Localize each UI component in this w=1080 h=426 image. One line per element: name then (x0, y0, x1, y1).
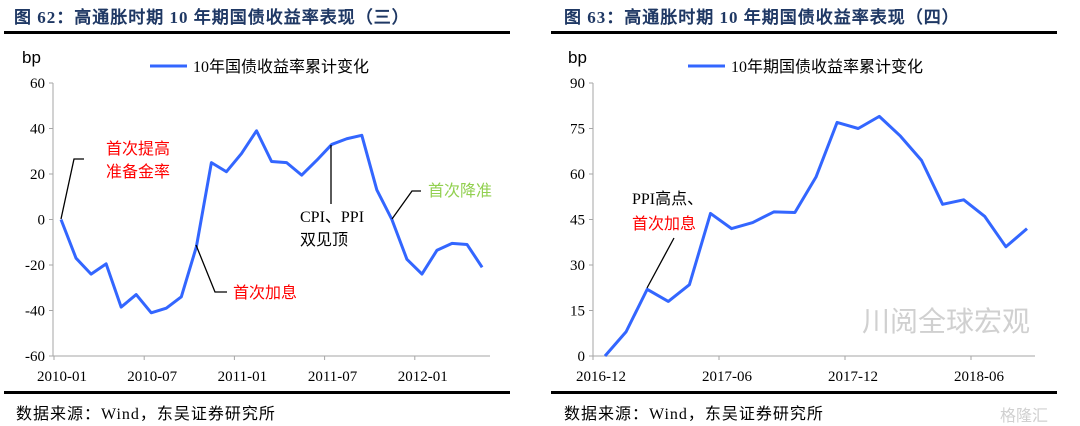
divider (4, 391, 510, 394)
annotation-label: 首次降准 (428, 182, 492, 200)
annotation-leader (647, 238, 674, 288)
line-chart: bp 0 15 30 45 60 75 90 2016-12 2017-06 2017-12 2018… (540, 0, 1080, 425)
annotation-leader (61, 159, 84, 219)
x-tick-label: 2016-12 (576, 369, 626, 385)
annotation-label: 双见顶 (300, 231, 348, 249)
y-axis-unit: bp (568, 48, 587, 67)
annotation-leader (392, 191, 421, 219)
y-axis-unit: bp (22, 48, 41, 67)
x-tick-label: 2010-07 (127, 369, 177, 385)
y-tick-label: -60 (25, 349, 45, 365)
y-tick-label: 60 (570, 167, 585, 183)
y-tick-label: 45 (570, 213, 585, 229)
legend-label: 10年期国债收益率累计变化 (731, 58, 923, 76)
x-tick-label: 2012-01 (398, 369, 448, 385)
y-tick-label: -40 (25, 304, 45, 320)
x-tick-label: 2017-06 (702, 369, 752, 385)
y-tick-label: 60 (30, 76, 45, 92)
annotation-leader (196, 245, 227, 292)
watermark: 川阅全球宏观 (862, 300, 1030, 340)
x-tick-label: 2017-12 (828, 369, 878, 385)
source-note: 数据来源：Wind，东吴证券研究所 (16, 400, 276, 424)
y-tick-label: 30 (570, 258, 585, 274)
source-note: 数据来源：Wind，东吴证券研究所 (564, 400, 824, 424)
y-tick-label: 15 (570, 304, 585, 320)
legend-label: 10年国债收益率累计变化 (193, 58, 369, 76)
annotation-label: 首次加息 (632, 215, 696, 233)
line-chart: bp -60 -40 -20 0 20 40 60 2010-01 2010-07 2011-01 2… (0, 0, 540, 425)
y-tick-label: 75 (570, 122, 585, 138)
y-tick-label: 0 (38, 213, 46, 229)
divider (551, 391, 1057, 394)
annotation-label: PPI高点、 (632, 190, 703, 208)
x-tick-label: 2018-06 (954, 369, 1004, 385)
y-tick-label: 20 (30, 167, 45, 183)
annotation-label: 首次提高 (106, 140, 170, 158)
y-tick-label: 90 (570, 76, 585, 92)
annotation-label: 首次加息 (233, 284, 297, 302)
y-tick-label: -20 (25, 258, 45, 274)
x-tick-label: 2011-07 (308, 369, 358, 385)
annotation-label: 准备金率 (106, 163, 170, 181)
annotation-label: CPI、PPI (300, 209, 364, 226)
x-tick-label: 2011-01 (218, 369, 267, 385)
y-tick-label: 40 (30, 122, 45, 138)
y-tick-label: 0 (578, 349, 586, 365)
watermark: 格隆汇 (1000, 402, 1048, 426)
x-tick-label: 2010-01 (37, 369, 87, 385)
